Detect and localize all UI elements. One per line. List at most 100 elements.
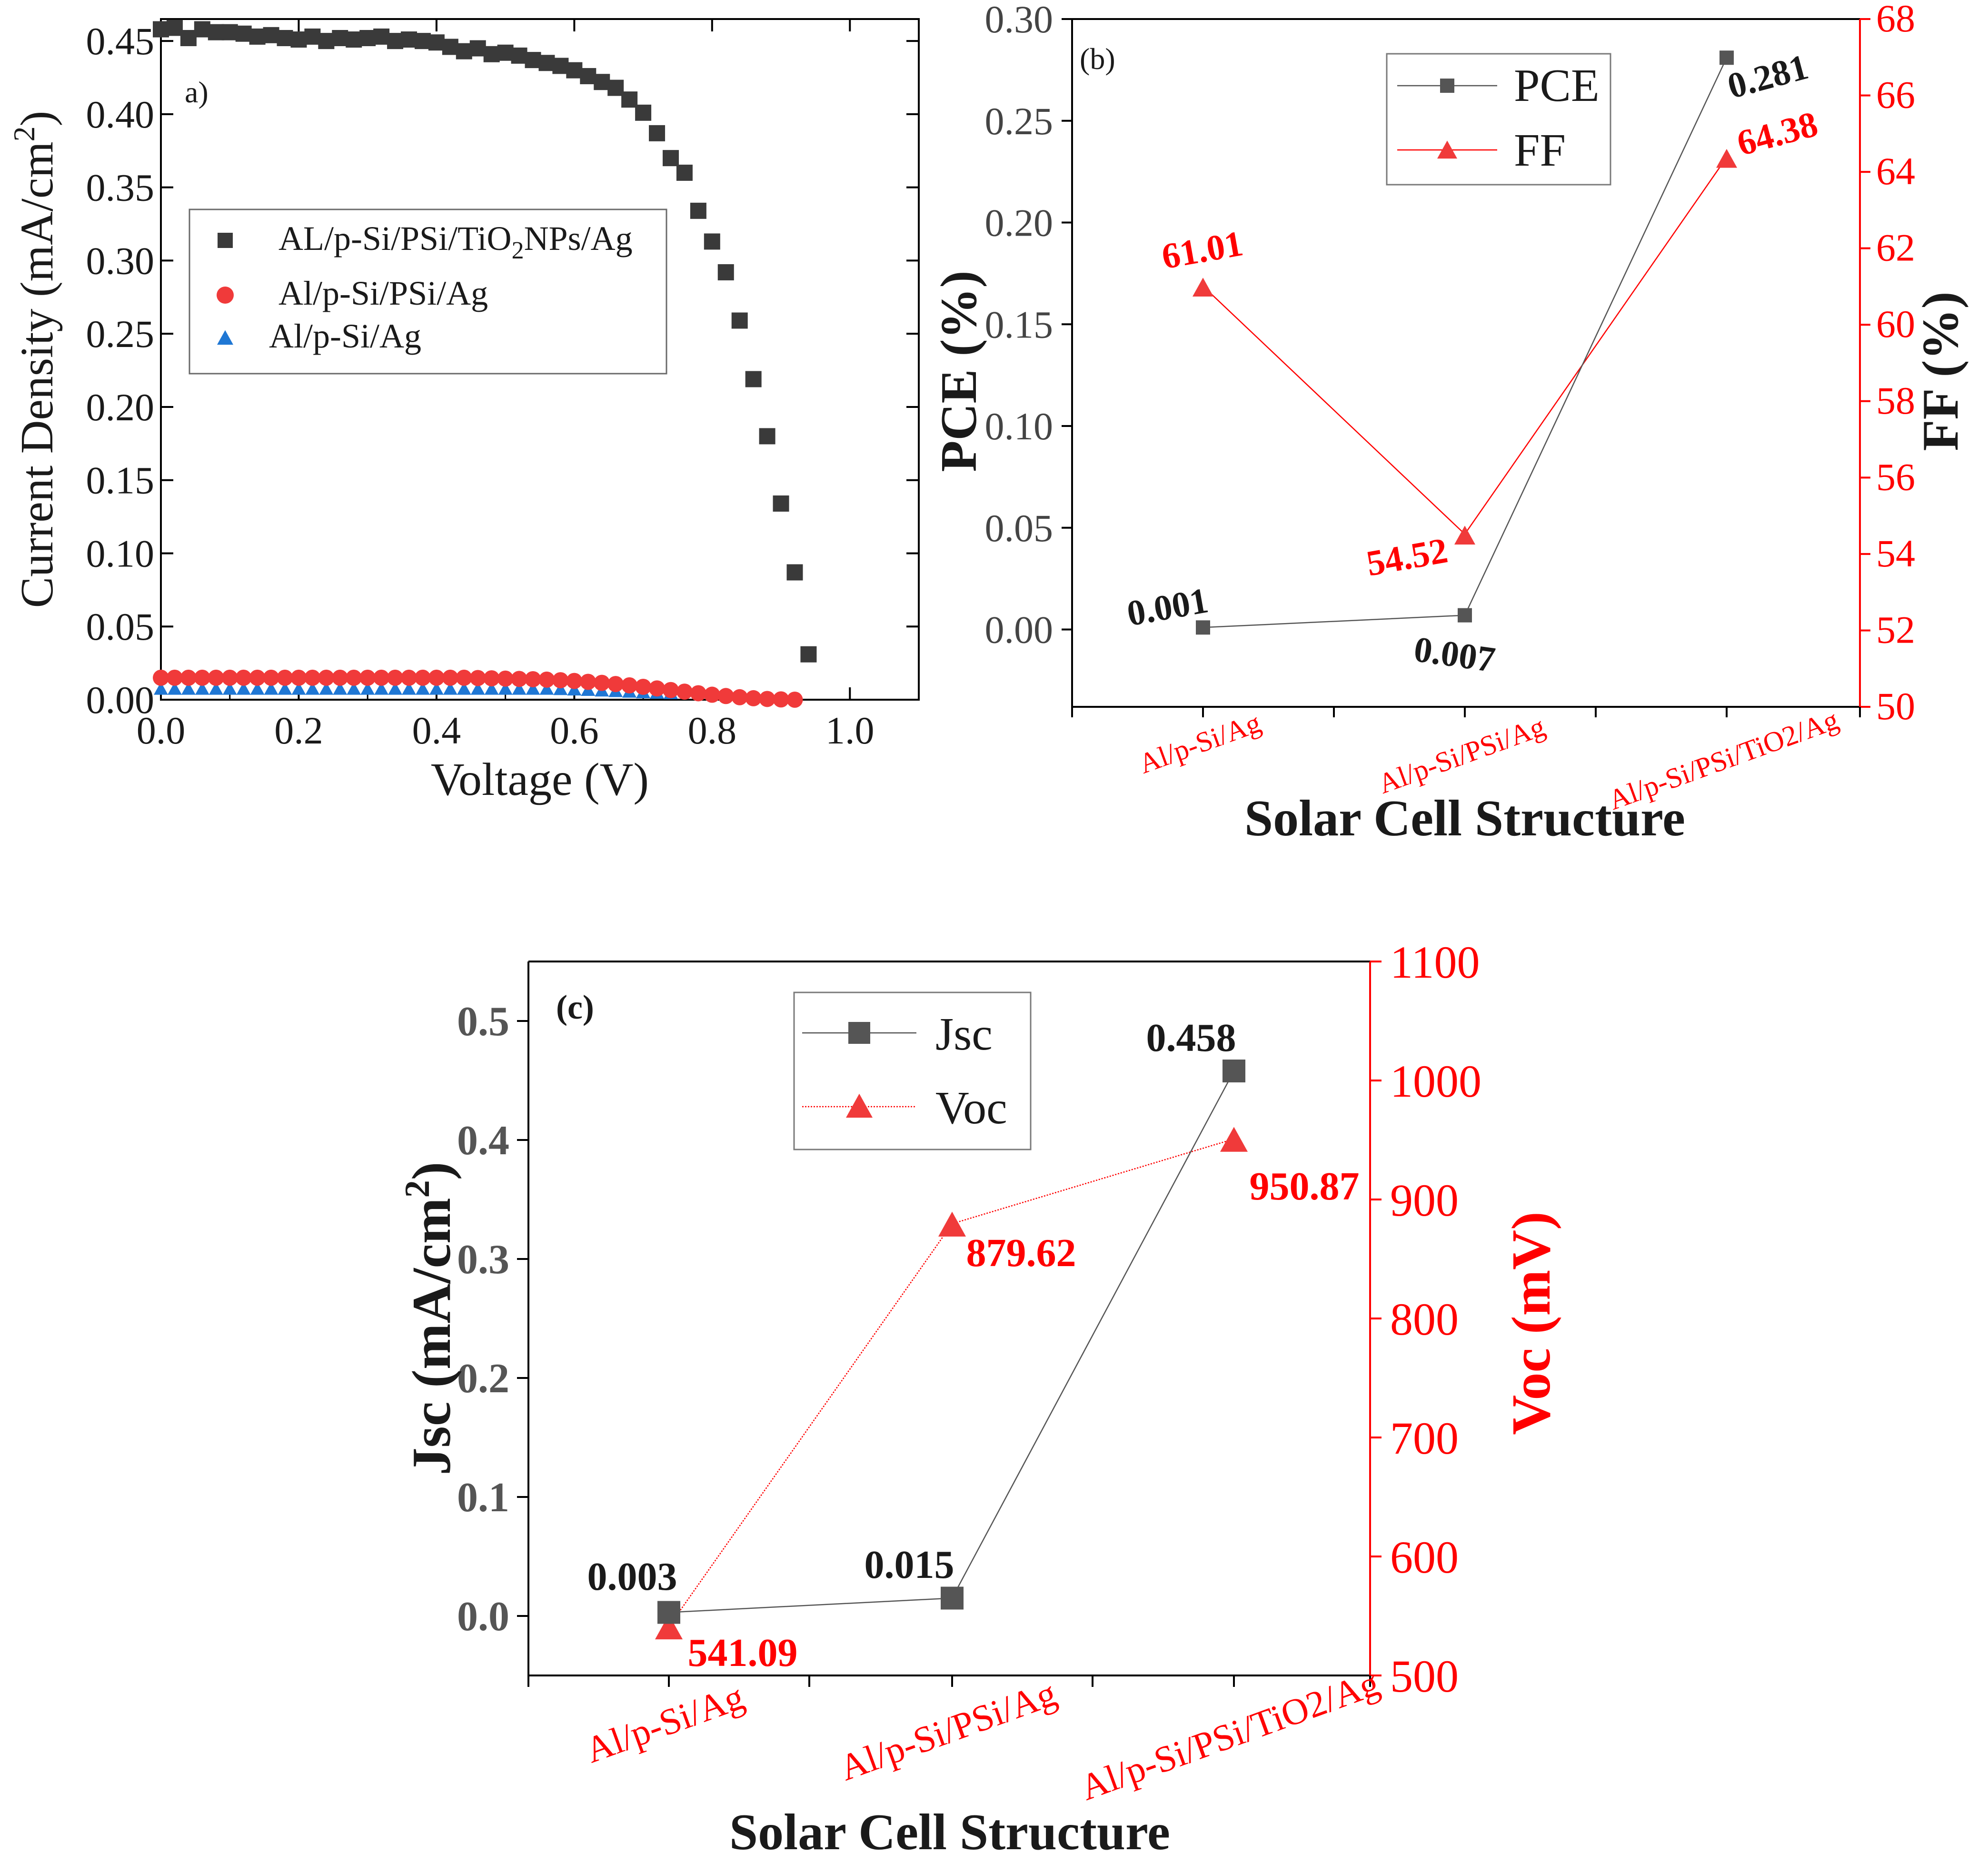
x-tick-label: 0.0 bbox=[137, 709, 186, 752]
data-point-al-p-si-psi-ag bbox=[621, 677, 638, 694]
left-tick-label: 0.05 bbox=[985, 506, 1054, 550]
data-point-tio2-device bbox=[166, 20, 183, 36]
data-point-tio2-device bbox=[745, 371, 762, 387]
data-point-al-p-si-psi-ag bbox=[538, 671, 555, 688]
right-tick-label: 700 bbox=[1390, 1413, 1459, 1464]
data-point-al-p-si-psi-ag bbox=[456, 669, 472, 686]
ff-value-label: 61.01 bbox=[1159, 223, 1246, 277]
panel-a-iv-curve: 0.00 0.05 0.10 0.15 0.20 0.25 0.30 0.35 0.40 0.45… bbox=[7, 18, 920, 805]
legend-label-voc: Voc bbox=[935, 1082, 1007, 1134]
data-point-al-p-si-psi-ag bbox=[759, 691, 775, 707]
ff-data-point bbox=[1454, 525, 1475, 545]
data-point-al-p-si-psi-ag bbox=[249, 669, 266, 686]
data-point-al-p-si-psi-ag bbox=[414, 669, 431, 686]
data-point-tio2-device bbox=[511, 47, 527, 64]
data-point-tio2-device bbox=[580, 68, 596, 84]
data-point-tio2-device bbox=[180, 30, 197, 46]
data-point-al-p-si-ag bbox=[388, 682, 403, 695]
data-point-al-p-si-ag bbox=[443, 682, 457, 695]
data-point-al-p-si-ag bbox=[319, 682, 334, 695]
data-point-al-p-si-psi-ag bbox=[346, 669, 362, 686]
left-tick-label: 0.15 bbox=[985, 303, 1054, 346]
jsc-data-point bbox=[1223, 1060, 1245, 1082]
ff-data-point bbox=[1193, 277, 1213, 297]
data-point-tio2-device bbox=[635, 104, 652, 121]
left-axis-title: PCE (%) bbox=[931, 271, 987, 472]
data-point-tio2-device bbox=[318, 33, 335, 50]
category-label: Al/p-Si/Ag bbox=[1135, 707, 1265, 780]
y-tick-label: 0.35 bbox=[86, 166, 155, 209]
data-point-al-p-si-psi-ag bbox=[208, 669, 224, 686]
data-point-al-p-si-psi-ag bbox=[497, 670, 514, 687]
data-point-tio2-device bbox=[786, 564, 803, 581]
data-point-tio2-device bbox=[483, 46, 500, 62]
data-point-tio2-device bbox=[277, 30, 293, 46]
data-point-tio2-device bbox=[649, 125, 666, 141]
data-point-al-p-si-ag bbox=[333, 682, 348, 695]
data-point-tio2-device bbox=[304, 28, 321, 45]
x-axis-title: Solar Cell Structure bbox=[1244, 790, 1685, 847]
data-point-tio2-device bbox=[690, 202, 706, 219]
data-point-al-p-si-ag bbox=[374, 682, 389, 695]
data-point-tio2-device bbox=[497, 44, 514, 61]
data-point-al-p-si-psi-ag bbox=[180, 669, 197, 686]
left-axis-title: Jsc (mA/cm2) bbox=[398, 1162, 462, 1476]
data-point-tio2-device bbox=[290, 31, 307, 48]
right-tick-label: 54 bbox=[1876, 532, 1915, 575]
data-point-tio2-device bbox=[249, 28, 266, 45]
y-tick-label: 0.30 bbox=[86, 239, 155, 282]
jsc-value-label: 0.015 bbox=[865, 1543, 954, 1587]
legend-box bbox=[189, 208, 667, 375]
data-point-tio2-device bbox=[469, 40, 486, 57]
data-point-al-p-si-psi-ag bbox=[731, 689, 748, 705]
data-point-al-p-si-ag bbox=[167, 682, 182, 695]
y-tick-label: 0.05 bbox=[86, 605, 155, 648]
data-point-tio2-device bbox=[263, 27, 279, 43]
data-point-al-p-si-psi-ag bbox=[401, 669, 417, 686]
data-point-tio2-device bbox=[525, 52, 541, 69]
legend: PCE FF bbox=[1386, 53, 1611, 186]
right-tick-label: 60 bbox=[1876, 302, 1915, 346]
legend-box bbox=[793, 991, 1032, 1150]
data-point-al-p-si-ag bbox=[195, 682, 209, 695]
data-point-al-p-si-psi-ag bbox=[635, 678, 652, 695]
right-tick-label: 800 bbox=[1390, 1294, 1459, 1345]
data-point-tio2-device bbox=[401, 31, 417, 48]
right-tick-label: 50 bbox=[1876, 684, 1915, 728]
right-tick-label: 1000 bbox=[1390, 1056, 1481, 1107]
data-point-tio2-device bbox=[456, 43, 472, 59]
x-tick-label: 0.6 bbox=[550, 709, 599, 752]
data-point-al-p-si-psi-ag bbox=[662, 682, 679, 698]
data-point-al-p-si-ag bbox=[209, 682, 223, 695]
data-point-al-p-si-psi-ag bbox=[786, 692, 803, 708]
ff-line bbox=[1203, 157, 1728, 535]
legend-marker-circle bbox=[217, 287, 234, 304]
data-point-tio2-device bbox=[800, 646, 817, 663]
right-tick-label: 62 bbox=[1876, 226, 1915, 269]
left-tick-label: 0.25 bbox=[985, 99, 1054, 143]
ff-value-label: 54.52 bbox=[1363, 530, 1451, 584]
data-point-al-p-si-psi-ag bbox=[194, 669, 210, 686]
data-point-tio2-device bbox=[387, 33, 404, 50]
data-point-al-p-si-ag bbox=[360, 682, 375, 695]
data-point-tio2-device bbox=[662, 150, 679, 167]
left-tick-label: 0.1 bbox=[457, 1475, 509, 1521]
legend-marker-jsc bbox=[848, 1022, 870, 1044]
pce-data-point bbox=[1458, 608, 1472, 623]
data-point-al-p-si-ag bbox=[154, 682, 168, 695]
x-axis-title: Solar Cell Structure bbox=[729, 1804, 1170, 1861]
x-axis-title: Voltage (V) bbox=[431, 754, 649, 805]
data-point-al-p-si-ag bbox=[526, 682, 540, 695]
right-tick-label: 64 bbox=[1876, 149, 1915, 193]
right-tick-label: 56 bbox=[1876, 455, 1915, 498]
category-label: Al/p-Si/Ag bbox=[580, 1675, 749, 1771]
data-point-tio2-device bbox=[704, 233, 720, 250]
data-point-al-p-si-ag bbox=[291, 682, 306, 695]
y-tick-label: 0.25 bbox=[86, 312, 155, 356]
data-point-tio2-device bbox=[332, 30, 348, 46]
data-point-al-p-si-psi-ag bbox=[442, 669, 458, 686]
pce-data-point bbox=[1196, 620, 1210, 635]
data-point-al-p-si-psi-ag bbox=[552, 672, 569, 689]
panel-c-jsc-voc: 0.0 0.1 0.2 0.3 0.4 0.5 500 600 700 800 900 1000 110… bbox=[398, 937, 1562, 1861]
data-point-tio2-device bbox=[208, 24, 224, 40]
